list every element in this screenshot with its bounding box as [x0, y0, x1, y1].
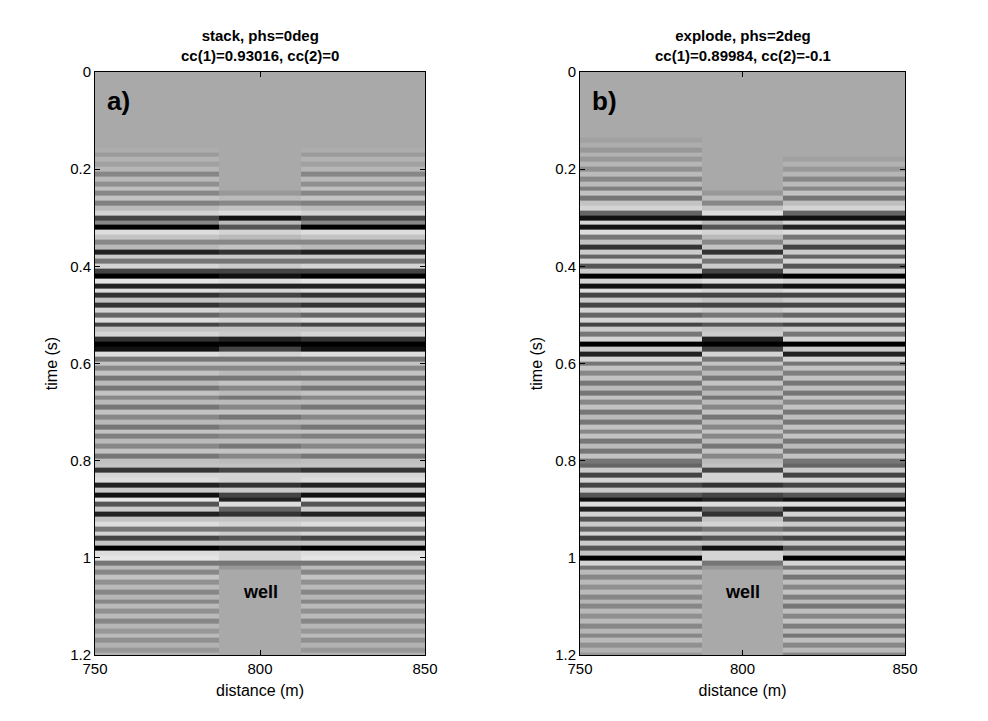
svg-text:1: 1	[83, 549, 91, 566]
svg-text:distance (m): distance (m)	[216, 682, 304, 699]
svg-text:time (s): time (s)	[43, 337, 60, 390]
svg-text:0.8: 0.8	[70, 452, 91, 469]
svg-text:b): b)	[592, 86, 617, 116]
svg-text:850: 850	[892, 660, 917, 677]
svg-text:800: 800	[730, 660, 755, 677]
svg-text:850: 850	[412, 660, 437, 677]
svg-text:a): a)	[107, 86, 130, 116]
svg-text:0.2: 0.2	[555, 160, 576, 177]
svg-text:750: 750	[82, 660, 107, 677]
svg-text:well: well	[243, 582, 278, 602]
svg-text:0.6: 0.6	[555, 355, 576, 372]
svg-text:explode, phs=2degcc(1)=0.89984: explode, phs=2degcc(1)=0.89984, cc(2)=-0…	[655, 27, 831, 64]
svg-text:1.2: 1.2	[70, 646, 91, 663]
svg-text:0.6: 0.6	[70, 355, 91, 372]
svg-text:0.8: 0.8	[555, 452, 576, 469]
svg-text:1.2: 1.2	[555, 646, 576, 663]
svg-text:1: 1	[568, 549, 576, 566]
svg-text:stack, phs=0degcc(1)=0.93016,: stack, phs=0degcc(1)=0.93016, cc(2)=0	[181, 27, 339, 64]
svg-text:0: 0	[83, 63, 91, 80]
svg-text:750: 750	[567, 660, 592, 677]
svg-text:distance (m): distance (m)	[698, 682, 786, 699]
svg-text:0.4: 0.4	[70, 258, 91, 275]
svg-text:800: 800	[247, 660, 272, 677]
svg-text:well: well	[725, 582, 760, 602]
svg-text:time (s): time (s)	[528, 337, 545, 390]
svg-text:0: 0	[568, 63, 576, 80]
svg-text:0.4: 0.4	[555, 258, 576, 275]
svg-text:0.2: 0.2	[70, 160, 91, 177]
